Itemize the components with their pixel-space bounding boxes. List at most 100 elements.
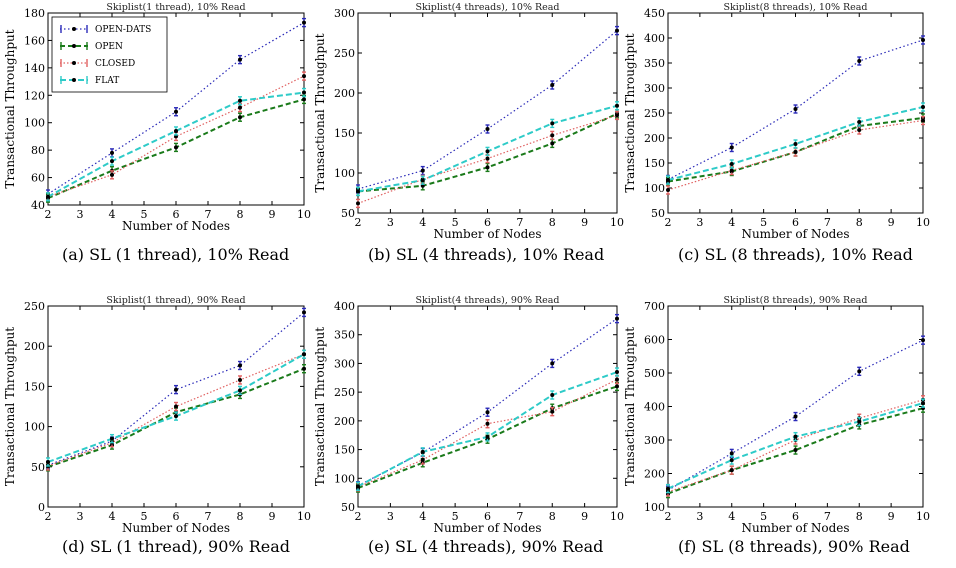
data-point bbox=[550, 133, 555, 138]
data-point bbox=[302, 97, 306, 102]
x-tick-label: 7 bbox=[824, 216, 831, 229]
x-tick-label: 2 bbox=[45, 208, 52, 221]
x-tick-label: 7 bbox=[516, 216, 523, 229]
data-point bbox=[550, 141, 555, 146]
x-tick-label: 6 bbox=[792, 216, 799, 229]
x-tick-label: 2 bbox=[355, 510, 362, 523]
y-tick-label: 200 bbox=[334, 415, 355, 428]
x-tick-label: 6 bbox=[484, 216, 491, 229]
data-point bbox=[420, 457, 425, 462]
plot-frame bbox=[667, 305, 924, 508]
subfigure-caption: (e) SL (4 threads), 90% Read bbox=[368, 537, 603, 556]
data-point bbox=[110, 436, 114, 441]
y-tick-label: 150 bbox=[334, 127, 355, 140]
legend-marker bbox=[72, 61, 76, 65]
data-point bbox=[793, 142, 798, 146]
y-axis-label: Transactional Throughput bbox=[313, 33, 327, 192]
y-tick-label: 250 bbox=[24, 300, 45, 313]
x-axis-label: Number of Nodes bbox=[433, 227, 541, 241]
y-tick-label: 80 bbox=[31, 144, 45, 157]
y-tick-label: 300 bbox=[644, 82, 665, 95]
data-point bbox=[174, 109, 178, 114]
y-tick-label: 100 bbox=[644, 182, 665, 195]
x-tick-label: 9 bbox=[581, 510, 588, 523]
data-point bbox=[729, 145, 734, 150]
x-tick-label: 6 bbox=[173, 510, 180, 523]
y-tick-label: 50 bbox=[341, 207, 355, 220]
data-point bbox=[921, 401, 925, 406]
data-point bbox=[615, 103, 619, 108]
x-tick-label: 4 bbox=[109, 208, 116, 221]
data-point bbox=[238, 105, 242, 110]
y-tick-label: 450 bbox=[644, 7, 665, 20]
series-line-open-dats bbox=[667, 339, 924, 491]
subfigure-caption: (d) SL (1 thread), 90% Read bbox=[62, 537, 290, 556]
y-tick-label: 0 bbox=[38, 501, 45, 514]
x-tick-label: 2 bbox=[45, 510, 52, 523]
data-point bbox=[46, 194, 50, 199]
y-tick-label: 100 bbox=[24, 421, 45, 434]
data-point bbox=[238, 363, 242, 368]
data-point bbox=[174, 387, 178, 392]
data-point bbox=[485, 410, 490, 415]
x-tick-label: 10 bbox=[297, 208, 311, 221]
data-point bbox=[550, 393, 555, 398]
x-tick-label: 7 bbox=[205, 510, 212, 523]
data-point bbox=[793, 150, 798, 154]
x-tick-label: 10 bbox=[297, 510, 311, 523]
plot-frame bbox=[357, 305, 618, 508]
data-point bbox=[857, 369, 862, 374]
x-tick-label: 9 bbox=[269, 208, 276, 221]
data-point bbox=[302, 352, 306, 357]
data-point bbox=[921, 118, 925, 123]
x-tick-label: 9 bbox=[888, 216, 895, 229]
data-point bbox=[793, 448, 798, 453]
data-point bbox=[729, 162, 734, 166]
x-tick-label: 3 bbox=[696, 216, 703, 229]
chart-panel-1: Skiplist(1 thread), 10% Read 2 3 4 5 6 7 8 9 10 40… bbox=[3, 2, 311, 264]
y-tick-label: 400 bbox=[334, 300, 355, 313]
y-tick-label: 350 bbox=[334, 329, 355, 342]
y-tick-label: 40 bbox=[31, 199, 45, 212]
data-point bbox=[857, 59, 862, 63]
data-point bbox=[921, 105, 925, 109]
y-tick-label: 150 bbox=[24, 380, 45, 393]
y-tick-label: 50 bbox=[341, 501, 355, 514]
x-tick-label: 10 bbox=[610, 510, 624, 523]
y-axis-label: Transactional Throughput bbox=[3, 29, 17, 188]
legend-marker bbox=[72, 78, 76, 82]
data-point bbox=[550, 409, 555, 414]
x-tick-label: 7 bbox=[516, 510, 523, 523]
y-tick-label: 100 bbox=[24, 117, 45, 130]
y-tick-label: 150 bbox=[334, 444, 355, 457]
x-axis-label: Number of Nodes bbox=[741, 521, 849, 535]
data-point bbox=[302, 74, 306, 79]
data-point bbox=[356, 189, 360, 194]
data-point bbox=[729, 458, 734, 463]
x-tick-label: 7 bbox=[824, 510, 831, 523]
data-point bbox=[174, 145, 178, 150]
data-point bbox=[857, 419, 862, 424]
x-tick-label: 9 bbox=[888, 510, 895, 523]
x-tick-label: 2 bbox=[665, 216, 672, 229]
data-point bbox=[110, 172, 114, 177]
x-tick-label: 10 bbox=[916, 216, 930, 229]
data-point bbox=[550, 121, 555, 126]
series-line-open-dats bbox=[357, 318, 618, 487]
x-tick-label: 2 bbox=[665, 510, 672, 523]
data-point bbox=[793, 107, 798, 111]
y-tick-label: 400 bbox=[644, 32, 665, 45]
legend-label: CLOSED bbox=[95, 59, 135, 69]
legend-label: FLAT bbox=[95, 76, 119, 86]
chart-panel-5: Skiplist(4 threads), 90% Read 2 3 4 5 6 7 8 9 10 5… bbox=[313, 295, 624, 556]
x-tick-label: 6 bbox=[484, 510, 491, 523]
data-point bbox=[420, 178, 425, 183]
y-tick-label: 600 bbox=[644, 334, 665, 347]
data-point bbox=[550, 361, 555, 366]
data-point bbox=[485, 434, 490, 439]
data-point bbox=[921, 38, 925, 42]
data-point bbox=[729, 168, 734, 173]
data-point bbox=[238, 115, 242, 120]
y-tick-label: 700 bbox=[644, 300, 665, 313]
